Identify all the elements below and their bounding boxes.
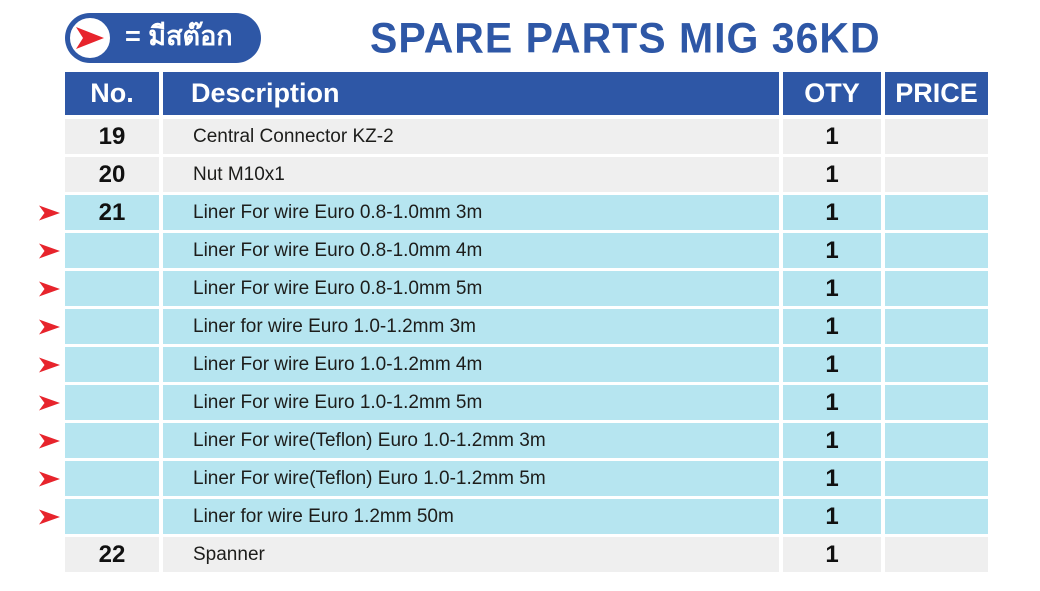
row-price [885, 157, 988, 192]
row-qty: 1 [783, 271, 881, 306]
table-row: 22 Spanner 1 [65, 537, 988, 572]
in-stock-arrow-icon [39, 242, 60, 259]
in-stock-arrow-icon [39, 508, 60, 525]
row-price [885, 271, 988, 306]
table-row: Liner For wire(Teflon) Euro 1.0-1.2mm 5m… [39, 461, 988, 496]
header-bar: = มีสต๊อก SPARE PARTS MIG 36KD [65, 10, 990, 66]
parts-table: No. Description OTY PRICE 19 Central Con… [39, 72, 988, 575]
row-description: Liner For wire Euro 0.8-1.0mm 3m [163, 195, 779, 230]
red-arrow-icon [67, 15, 113, 61]
row-price [885, 195, 988, 230]
row-number [65, 271, 159, 306]
row-description: Liner For wire Euro 1.0-1.2mm 5m [163, 385, 779, 420]
row-description: Liner for wire Euro 1.0-1.2mm 3m [163, 309, 779, 344]
row-description: Nut M10x1 [163, 157, 779, 192]
table-header-row: No. Description OTY PRICE [65, 72, 988, 115]
row-qty: 1 [783, 157, 881, 192]
row-qty: 1 [783, 537, 881, 572]
row-price [885, 309, 988, 344]
row-number [65, 347, 159, 382]
row-price [885, 499, 988, 534]
table-row: Liner For wire Euro 0.8-1.0mm 5m 1 [39, 271, 988, 306]
page-title: SPARE PARTS MIG 36KD [370, 13, 881, 62]
table-row: 20 Nut M10x1 1 [65, 157, 988, 192]
row-description: Spanner [163, 537, 779, 572]
row-qty: 1 [783, 233, 881, 268]
row-qty: 1 [783, 499, 881, 534]
in-stock-arrow-icon [39, 280, 60, 297]
row-price [885, 537, 988, 572]
row-qty: 1 [783, 309, 881, 344]
row-qty: 1 [783, 119, 881, 154]
row-description: Liner For wire Euro 0.8-1.0mm 5m [163, 271, 779, 306]
in-stock-arrow-icon [39, 470, 60, 487]
row-number: 22 [65, 537, 159, 572]
row-price [885, 385, 988, 420]
column-header-price: PRICE [885, 72, 988, 115]
row-description: Liner For wire Euro 1.0-1.2mm 4m [163, 347, 779, 382]
column-header-qty: OTY [783, 72, 881, 115]
row-description: Liner For wire(Teflon) Euro 1.0-1.2mm 5m [163, 461, 779, 496]
row-qty: 1 [783, 423, 881, 458]
table-row: 21 Liner For wire Euro 0.8-1.0mm 3m 1 [39, 195, 988, 230]
table-row: 19 Central Connector KZ-2 1 [65, 119, 988, 154]
in-stock-arrow-icon [39, 432, 60, 449]
in-stock-arrow-icon [39, 318, 60, 335]
row-number: 19 [65, 119, 159, 154]
row-number [65, 423, 159, 458]
row-description: Liner For wire(Teflon) Euro 1.0-1.2mm 3m [163, 423, 779, 458]
row-number [65, 385, 159, 420]
row-qty: 1 [783, 195, 881, 230]
row-price [885, 461, 988, 496]
table-body: 19 Central Connector KZ-2 1 20 Nut M10x1… [39, 119, 988, 572]
row-qty: 1 [783, 347, 881, 382]
row-price [885, 423, 988, 458]
row-number: 21 [65, 195, 159, 230]
row-qty: 1 [783, 461, 881, 496]
row-price [885, 233, 988, 268]
in-stock-legend: = มีสต๊อก [65, 13, 261, 63]
row-number: 20 [65, 157, 159, 192]
in-stock-arrow-icon [39, 204, 60, 221]
table-row: Liner For wire(Teflon) Euro 1.0-1.2mm 3m… [39, 423, 988, 458]
row-price [885, 347, 988, 382]
table-row: Liner For wire Euro 1.0-1.2mm 5m 1 [39, 385, 988, 420]
row-number [65, 461, 159, 496]
row-description: Liner for wire Euro 1.2mm 50m [163, 499, 779, 534]
row-price [885, 119, 988, 154]
row-number [65, 233, 159, 268]
row-number [65, 499, 159, 534]
row-qty: 1 [783, 385, 881, 420]
row-description: Liner For wire Euro 0.8-1.0mm 4m [163, 233, 779, 268]
row-number [65, 309, 159, 344]
in-stock-legend-label: = มีสต๊อก [125, 20, 233, 51]
column-header-description: Description [163, 72, 779, 115]
table-row: Liner For wire Euro 0.8-1.0mm 4m 1 [39, 233, 988, 268]
in-stock-arrow-icon [39, 394, 60, 411]
table-row: Liner For wire Euro 1.0-1.2mm 4m 1 [39, 347, 988, 382]
in-stock-arrow-icon [39, 356, 60, 373]
table-row: Liner for wire Euro 1.2mm 50m 1 [39, 499, 988, 534]
row-description: Central Connector KZ-2 [163, 119, 779, 154]
table-row: Liner for wire Euro 1.0-1.2mm 3m 1 [39, 309, 988, 344]
column-header-no: No. [65, 72, 159, 115]
